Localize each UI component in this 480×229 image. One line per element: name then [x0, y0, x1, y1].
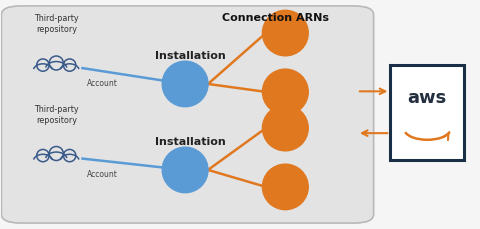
Text: Installation: Installation: [155, 137, 225, 147]
Text: aws: aws: [408, 89, 447, 107]
Ellipse shape: [263, 10, 308, 56]
Text: Third-party
repository: Third-party repository: [34, 105, 79, 125]
Ellipse shape: [162, 61, 208, 107]
Text: Installation: Installation: [155, 51, 225, 61]
Text: Third-party
repository: Third-party repository: [34, 14, 79, 34]
Ellipse shape: [263, 164, 308, 210]
FancyBboxPatch shape: [1, 6, 373, 223]
Ellipse shape: [263, 69, 308, 115]
Text: Account: Account: [87, 79, 118, 88]
Ellipse shape: [162, 147, 208, 193]
Text: Account: Account: [87, 170, 118, 179]
Text: Connection ARNs: Connection ARNs: [222, 13, 329, 23]
FancyBboxPatch shape: [390, 65, 464, 160]
Ellipse shape: [263, 105, 308, 151]
